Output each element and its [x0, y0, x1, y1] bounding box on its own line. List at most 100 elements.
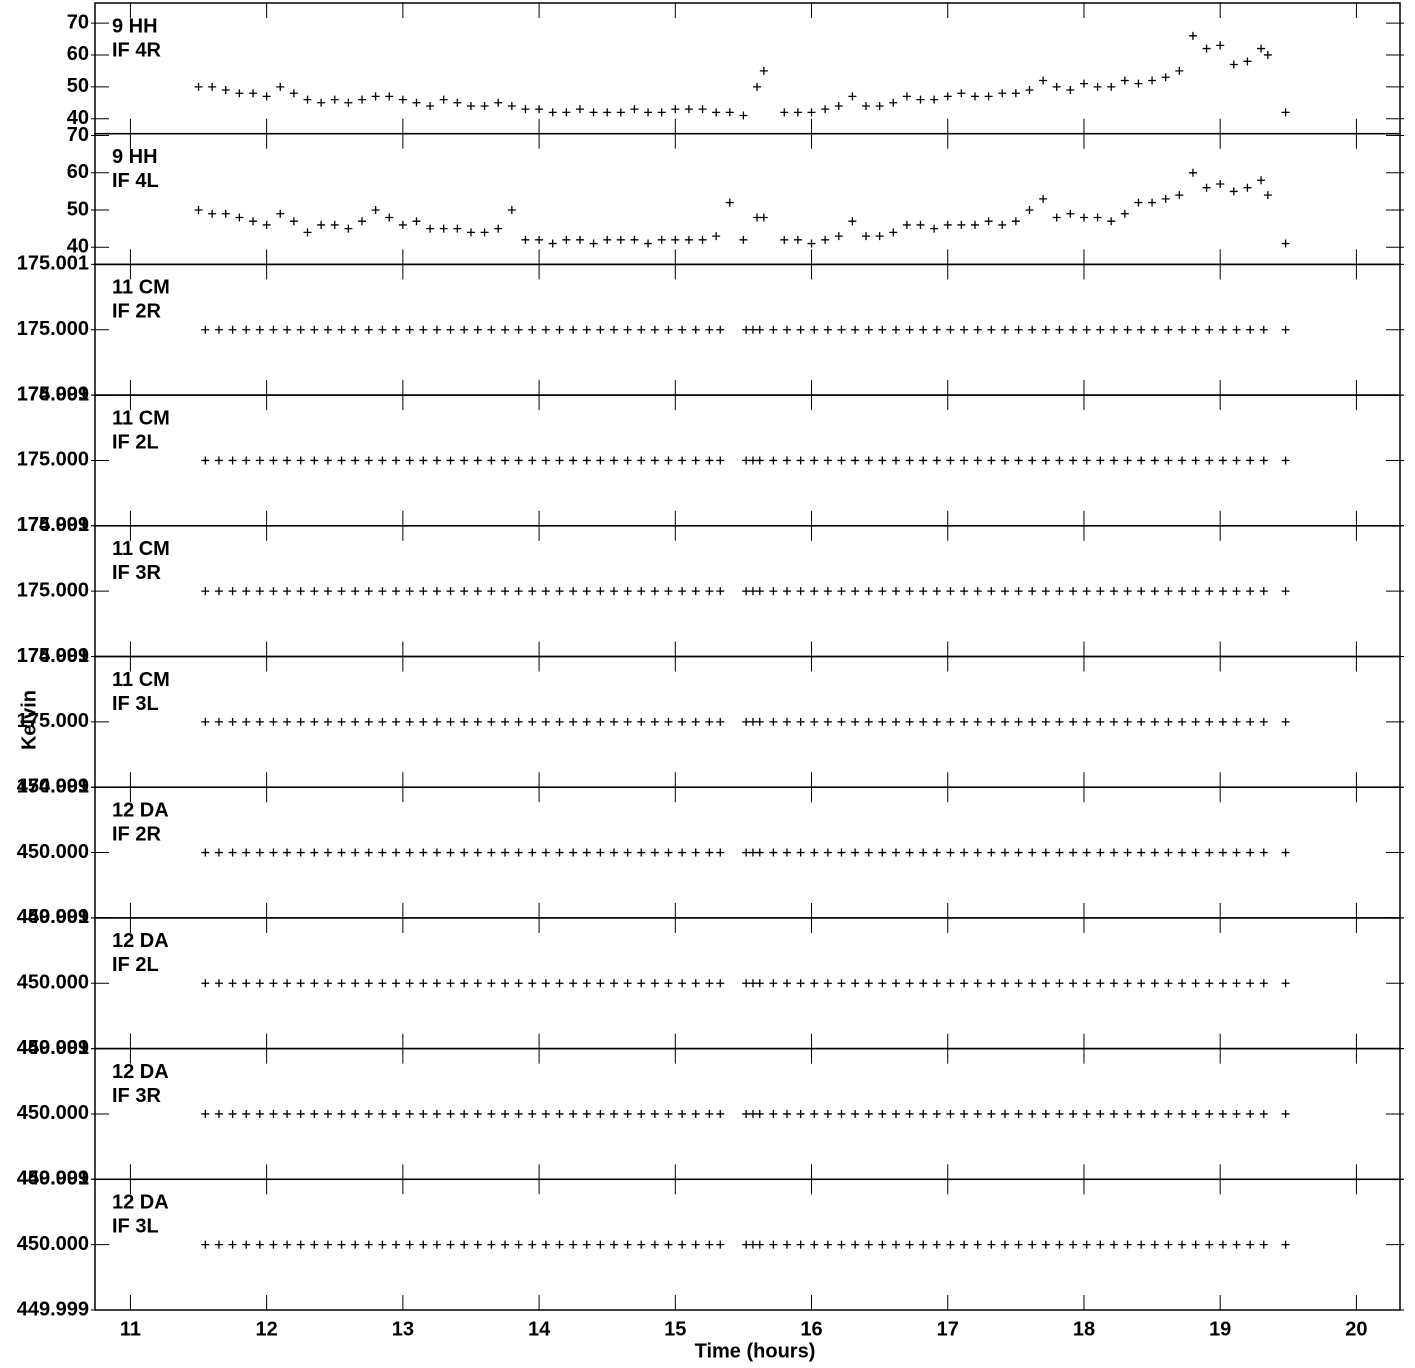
point: [201, 587, 210, 596]
point: [657, 108, 666, 117]
point: [269, 1240, 278, 1249]
point: [1150, 1109, 1159, 1118]
point: [528, 587, 537, 596]
point: [1232, 456, 1241, 465]
point: [1041, 1240, 1050, 1249]
point: [201, 1109, 210, 1118]
point: [1232, 848, 1241, 857]
point: [487, 1240, 496, 1249]
y-tick-label: 450.000: [17, 1102, 89, 1124]
point: [269, 1109, 278, 1118]
point: [1093, 82, 1102, 91]
point: [596, 717, 605, 726]
point: [862, 232, 871, 241]
point: [1000, 456, 1009, 465]
point: [623, 717, 632, 726]
point: [759, 66, 768, 75]
point: [582, 1109, 591, 1118]
panel-title: 11 CM: [112, 277, 170, 299]
panel-title: 9 HH: [112, 146, 158, 168]
point: [582, 456, 591, 465]
point: [960, 456, 969, 465]
point: [1205, 717, 1214, 726]
point: [1055, 717, 1064, 726]
point: [851, 456, 860, 465]
point: [864, 1109, 873, 1118]
point: [378, 979, 387, 988]
point: [1216, 41, 1225, 50]
point: [1148, 76, 1157, 85]
point: [1178, 1240, 1187, 1249]
point: [1178, 848, 1187, 857]
point: [596, 979, 605, 988]
point: [460, 717, 469, 726]
point: [487, 979, 496, 988]
point: [296, 1240, 305, 1249]
point: [1120, 209, 1129, 218]
point: [507, 101, 516, 110]
point: [1205, 1109, 1214, 1118]
point: [875, 232, 884, 241]
point: [1123, 456, 1132, 465]
point: [946, 325, 955, 334]
point: [426, 224, 435, 233]
point: [755, 587, 764, 596]
y-tick-label: 40: [67, 236, 89, 258]
point: [1028, 848, 1037, 857]
point: [712, 108, 721, 117]
point: [932, 717, 941, 726]
point: [242, 456, 251, 465]
point: [1205, 587, 1214, 596]
point: [283, 1109, 292, 1118]
point: [214, 456, 223, 465]
point: [1175, 191, 1184, 200]
point: [810, 587, 819, 596]
point: [487, 587, 496, 596]
point: [235, 213, 244, 222]
point: [473, 1240, 482, 1249]
point: [337, 325, 346, 334]
point: [1281, 108, 1290, 117]
point: [555, 979, 564, 988]
point: [796, 456, 805, 465]
point: [364, 456, 373, 465]
point: [1109, 587, 1118, 596]
point: [487, 325, 496, 334]
point: [878, 1109, 887, 1118]
x-tick-label: 19: [1209, 1318, 1231, 1340]
point: [891, 717, 900, 726]
point: [851, 325, 860, 334]
point: [905, 587, 914, 596]
point: [664, 325, 673, 334]
point: [1014, 1109, 1023, 1118]
point: [742, 1240, 751, 1249]
y-tick-label: 60: [67, 161, 89, 183]
point: [932, 325, 941, 334]
point: [255, 325, 264, 334]
point: [228, 979, 237, 988]
point: [1039, 194, 1048, 203]
y-tick-label: 174.999: [17, 645, 89, 667]
point: [323, 1240, 332, 1249]
y-tick-label: 449.999: [17, 1298, 89, 1320]
point: [637, 587, 646, 596]
point: [1014, 979, 1023, 988]
point: [823, 979, 832, 988]
y-tick-label: 450.001: [17, 906, 89, 928]
point: [1281, 1240, 1290, 1249]
point: [678, 325, 687, 334]
point: [296, 717, 305, 726]
point: [521, 105, 530, 114]
point: [932, 1109, 941, 1118]
point: [902, 220, 911, 229]
point: [446, 1109, 455, 1118]
point: [378, 717, 387, 726]
point: [419, 1109, 428, 1118]
point: [1164, 456, 1173, 465]
point: [541, 456, 550, 465]
y-tick-label: 449.999: [17, 1037, 89, 1059]
point: [864, 717, 873, 726]
point: [1246, 979, 1255, 988]
point: [575, 235, 584, 244]
point: [453, 224, 462, 233]
